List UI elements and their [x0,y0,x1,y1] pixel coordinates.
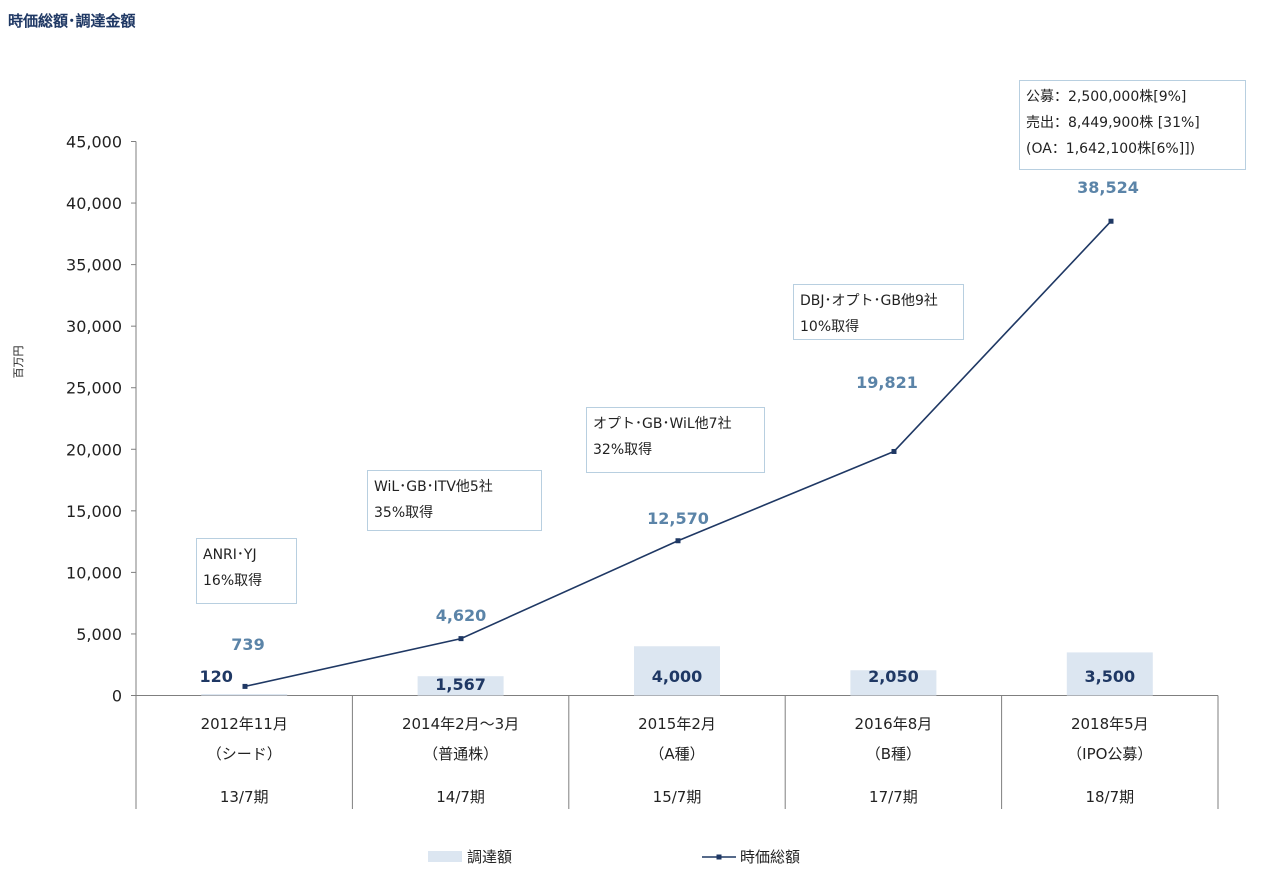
annotation-line: (OA：1,642,100株[6%]]) [1026,141,1196,157]
y-tick-label: 45,000 [66,133,122,152]
y-tick-label: 25,000 [66,379,122,398]
x-category-round: （A種） [649,745,704,763]
annotation-seed: ANRI･YJ 16%取得 [196,538,297,604]
bar-value-label: 2,050 [868,667,919,686]
line-point [1108,218,1114,224]
y-tick-label: 10,000 [66,563,122,582]
y-tick-label: 30,000 [66,317,122,336]
page-title: 時価総額･調達金額 [8,12,136,30]
annotation-ipo: 公募：2,500,000株[9%] 売出：8,449,900株 [31%] (O… [1019,80,1246,170]
x-category-date: 2016年8月 [855,715,933,733]
annotation-line: 32%取得 [593,442,653,458]
line-point [675,538,681,544]
legend-line-marker [716,854,722,860]
line-point [242,683,248,689]
annotation-a: オプト･GB･WiL他7社 32%取得 [586,407,765,473]
bar [634,646,720,696]
annotation-line: 35%取得 [374,505,434,521]
y-tick-label: 5,000 [76,625,122,644]
legend-line-label: 時価総額 [740,848,800,866]
bar-value-label: 4,000 [652,667,703,686]
y-tick-label: 20,000 [66,440,122,459]
bar-value-label: 120 [199,667,232,686]
legend-bar-label: 調達額 [467,848,512,866]
line-point [891,448,897,454]
line-value-label: 739 [231,635,264,654]
bar [201,694,288,696]
annotation-line: 16%取得 [203,573,263,589]
annotation-line: 売出：8,449,900株 [31%] [1026,115,1200,131]
bar [417,676,504,696]
x-category-period: 17/7期 [869,788,918,806]
y-tick-label: 0 [112,687,122,706]
annotation-line: 10%取得 [800,319,860,335]
y-tick-label: 15,000 [66,502,122,521]
y-tick-label: 35,000 [66,256,122,275]
annotation-line: DBJ･オプト･GB他9社 [800,293,938,309]
x-category-period: 14/7期 [436,788,485,806]
annotation-line: 公募：2,500,000株[9%] [1026,89,1187,105]
bar-value-label: 1,567 [435,675,486,694]
annotation-line: ANRI･YJ [203,547,257,563]
line-value-label: 38,524 [1077,178,1139,197]
annotation-line: WiL･GB･ITV他5社 [374,479,493,495]
line-value-label: 19,821 [856,373,918,392]
x-category-date: 2018年5月 [1071,715,1149,733]
x-category-date: 2014年2月～3月 [402,715,519,733]
annotation-line: オプト･GB･WiL他7社 [593,416,732,432]
x-category-period: 18/7期 [1085,788,1134,806]
x-category-round: （普通株） [423,745,498,763]
line-value-label: 12,570 [647,509,709,528]
y-axis-label: 百万円 [12,346,25,379]
legend-bar-swatch [428,851,462,862]
bar [1066,652,1153,696]
bar-value-label: 3,500 [1084,667,1135,686]
x-category-round: （IPO公募） [1067,745,1152,763]
annotation-b: DBJ･オプト･GB他9社 10%取得 [793,284,964,340]
x-category-date: 2012年11月 [201,715,288,733]
x-category-round: （B種） [866,745,921,763]
annotation-common: WiL･GB･ITV他5社 35%取得 [367,470,542,531]
x-category-round: （シード） [207,745,282,763]
x-category-period: 15/7期 [653,788,702,806]
line-point [458,636,464,642]
x-category-period: 13/7期 [220,788,269,806]
y-tick-label: 40,000 [66,194,122,213]
x-category-date: 2015年2月 [638,715,716,733]
line-value-label: 4,620 [436,606,487,625]
bar [850,670,937,696]
